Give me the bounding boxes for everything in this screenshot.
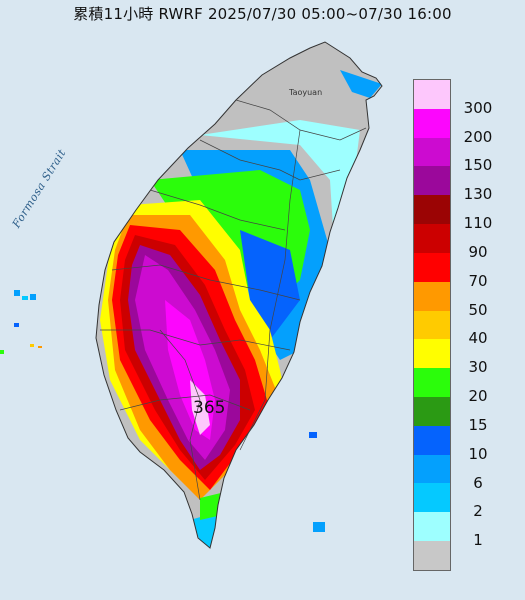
legend-label: 300 — [463, 98, 493, 117]
legend-swatch — [414, 224, 450, 253]
legend-label: 70 — [468, 271, 488, 290]
legend-swatch — [414, 80, 450, 109]
legend-label: 20 — [468, 387, 488, 406]
place-label: Taoyuan — [289, 88, 323, 97]
legend-swatch — [414, 310, 450, 340]
legend-label: 150 — [463, 156, 493, 175]
legend-label: 6 — [473, 473, 483, 492]
legend-swatch — [414, 252, 450, 282]
legend-label: 130 — [463, 185, 493, 204]
legend-label: 90 — [468, 242, 488, 261]
legend-swatch — [414, 454, 450, 484]
color-legend — [413, 79, 451, 571]
map-title: 累積11小時 RWRF 2025/07/30 05:00~07/30 16:00 — [73, 5, 452, 23]
legend-swatch — [414, 396, 450, 426]
legend-swatch — [414, 137, 450, 167]
legend-label: 2 — [473, 502, 483, 521]
legend-swatch — [414, 541, 450, 570]
legend-swatch — [414, 425, 450, 455]
legend-swatch — [414, 512, 450, 541]
legend-swatch — [414, 368, 450, 397]
legend-swatch — [414, 195, 450, 225]
legend-swatch — [414, 483, 450, 513]
legend-swatch — [414, 108, 450, 138]
legend-label: 10 — [468, 444, 488, 463]
legend-swatch — [414, 281, 450, 311]
legend-label: 15 — [468, 415, 488, 434]
legend-label: 200 — [463, 127, 493, 146]
legend-swatch — [414, 166, 450, 196]
peak-value-label: 365 — [193, 398, 226, 418]
legend-label: 30 — [468, 358, 488, 377]
legend-label: 50 — [468, 300, 488, 319]
legend-label: 40 — [468, 329, 488, 348]
legend-swatch — [414, 339, 450, 369]
legend-label: 110 — [463, 214, 493, 233]
legend-label: 1 — [473, 531, 483, 550]
